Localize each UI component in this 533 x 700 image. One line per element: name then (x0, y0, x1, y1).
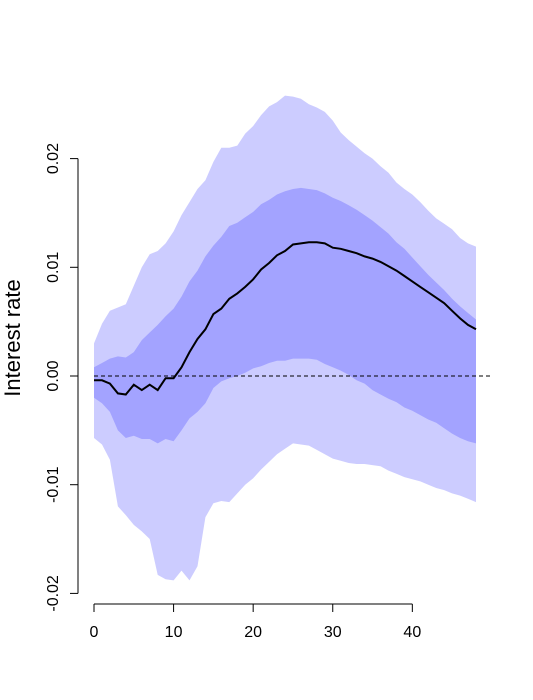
median-line-group (94, 241, 477, 396)
x-tick-label: 0 (90, 624, 99, 641)
y-tick-label: 0.02 (45, 143, 62, 174)
x-tick-label: 40 (403, 624, 421, 641)
y-tick-label: -0.02 (45, 575, 62, 612)
inner-confidence-band (94, 187, 476, 444)
y-tick-label: -0.01 (45, 466, 62, 503)
x-tick-label: 10 (165, 624, 183, 641)
y-tick-label: 0.01 (45, 252, 62, 283)
y-tick-label: 0.00 (45, 360, 62, 391)
y-axis-label: Interest rate (0, 279, 25, 396)
axes: -0.02 -0.01 0.00 0.01 0.02 0 10 20 30 40 (45, 143, 421, 641)
median-response-line (94, 241, 477, 396)
x-tick-label: 20 (244, 624, 262, 641)
x-tick-label: 30 (324, 624, 342, 641)
confidence-bands (94, 95, 476, 581)
